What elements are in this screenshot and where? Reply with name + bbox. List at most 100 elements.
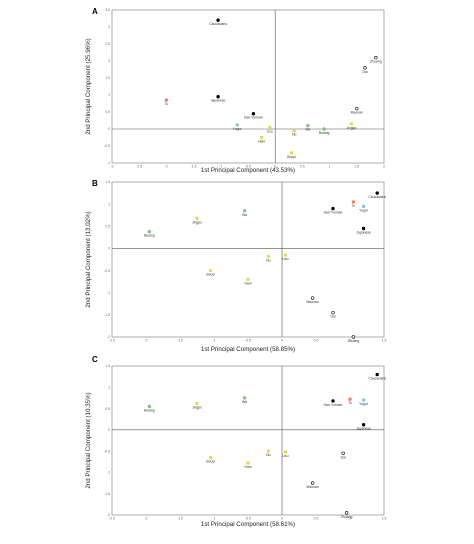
data-point <box>208 268 213 273</box>
data-point <box>351 200 356 204</box>
x-tick-label: -0.5 <box>245 165 251 169</box>
y-tick-label: 1.5 <box>105 364 110 368</box>
y-tick-label: 0.5 <box>105 224 110 228</box>
data-point-label: Hani <box>245 281 252 285</box>
y-tick-label: 0 <box>108 428 110 432</box>
data-point <box>306 123 310 128</box>
data-point-label: Nu <box>266 453 270 457</box>
data-point-label: Wa <box>242 213 247 217</box>
x-tick-label: 1 <box>329 165 331 169</box>
data-point-label: Han-Yunnan <box>324 211 343 215</box>
data-point-label: Lisu <box>267 129 273 133</box>
data-point-label: Wa <box>305 128 310 132</box>
x-tick-label: 1.5 <box>354 165 359 169</box>
data-point-label: Japanese <box>211 99 226 103</box>
data-point <box>331 206 335 211</box>
data-point-label: Yugur <box>359 402 369 406</box>
y-tick-label: -2 <box>107 335 110 339</box>
y-axis-label: 2nd Principal Component (13.02%) <box>85 211 92 307</box>
data-point-label: Jingpo <box>346 126 356 130</box>
data-point-label: Jingpo <box>192 220 202 224</box>
data-point <box>331 310 335 315</box>
data-point-label: Han-Yunnan <box>324 403 343 407</box>
x-axis-label: 1st Principal Component (58.61%) <box>201 521 295 528</box>
data-point-label: Caucasians <box>368 195 386 199</box>
y-tick-label: -1 <box>107 161 110 165</box>
data-point-label: Caucasians <box>368 377 386 381</box>
y-tick-label: 3.5 <box>105 8 110 12</box>
y-tick-label: 1.5 <box>105 76 110 80</box>
data-point <box>355 106 359 111</box>
data-point-label: Zhuang <box>341 515 353 519</box>
x-axis-label: 1st Principal Component (58.85%) <box>201 346 295 353</box>
y-tick-label: -0.5 <box>104 449 110 453</box>
data-point <box>242 396 247 400</box>
x-tick-label: 0.5 <box>314 339 319 343</box>
y-tick-label: 1 <box>108 385 110 389</box>
panel-b: B-2.5 -2 -1.5 -1 -0.5 0 0.5 1 1.5-2-1.5-1-0.500.… <box>85 179 386 353</box>
x-tick-label: 0 <box>281 339 283 343</box>
y-tick-label: -2 <box>107 513 110 517</box>
data-point <box>349 122 354 126</box>
x-tick-label: 0.5 <box>300 165 305 169</box>
y-tick-label: -1 <box>107 471 110 475</box>
data-point <box>147 404 152 409</box>
x-tick-label: -2.5 <box>136 165 142 169</box>
data-point-label: Tu <box>351 204 355 208</box>
data-point <box>361 204 366 209</box>
data-point <box>289 151 294 155</box>
x-tick-label: -0.5 <box>245 339 251 343</box>
data-point <box>235 123 239 127</box>
data-point-label: Maonan <box>306 485 318 489</box>
y-tick-label: -1 <box>107 291 110 295</box>
y-tick-label: -0.5 <box>104 269 110 273</box>
x-tick-label: -2 <box>144 517 147 521</box>
data-point-label: Zhuang <box>370 60 382 64</box>
data-point-label: Jingpo <box>192 405 202 409</box>
panel-c: C-2.5 -2 -1.5 -1 -0.5 0 0.5 1 1.5-2-1.5-1-0.500.… <box>85 355 386 528</box>
data-point-label: Japanese <box>356 427 371 431</box>
data-point-label: Lisu <box>282 454 288 458</box>
x-tick-label: -1.5 <box>177 339 183 343</box>
data-point <box>246 461 250 465</box>
data-point <box>242 209 247 213</box>
data-point <box>348 397 352 401</box>
y-tick-label: 2 <box>108 59 110 63</box>
x-tick-label: 0 <box>274 165 276 169</box>
data-point-label: Tu <box>164 102 168 106</box>
x-tick-label: 1.5 <box>382 517 387 521</box>
x-tick-label: -1 <box>212 517 215 521</box>
x-tick-label: -2.5 <box>109 517 115 521</box>
data-point <box>361 423 366 427</box>
data-point <box>361 398 366 402</box>
y-tick-label: -1.5 <box>104 492 110 496</box>
x-tick-label: -2 <box>144 339 147 343</box>
data-point-label: Han-Yunnan <box>244 116 263 120</box>
data-point <box>268 125 272 130</box>
data-point <box>292 129 296 133</box>
y-tick-label: 0 <box>108 127 110 131</box>
y-tick-label: 0.5 <box>105 110 110 114</box>
x-tick-label: -1 <box>219 165 222 169</box>
panel-letter: C <box>92 355 98 364</box>
data-point <box>216 94 220 99</box>
y-tick-label: 0 <box>108 247 110 251</box>
x-tick-label: 1 <box>349 339 351 343</box>
data-point-label: Bulang <box>144 408 155 412</box>
data-point-label: Tu <box>348 401 352 405</box>
data-point-label: Maonan <box>351 111 363 115</box>
data-point-label: Nu <box>292 133 296 137</box>
data-point <box>310 481 315 485</box>
data-point <box>266 254 271 259</box>
x-tick-label: -2.5 <box>109 339 115 343</box>
y-axis-label: 2nd Principal Component (10.35%) <box>85 392 92 488</box>
x-tick-label: 0 <box>281 517 283 521</box>
data-point <box>322 127 326 131</box>
data-point <box>283 253 288 257</box>
y-axis-label: 2nd Principal Component (25.96%) <box>85 38 92 134</box>
panel-letter: B <box>92 179 98 188</box>
data-point <box>246 277 250 282</box>
plot-frame <box>111 181 385 338</box>
